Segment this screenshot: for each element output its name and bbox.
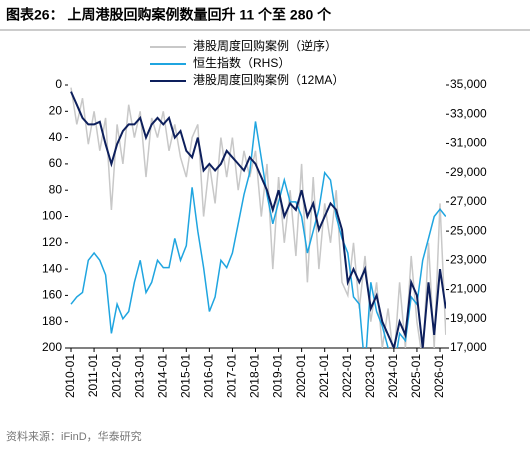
y-tick-label: 140: [42, 261, 62, 275]
y-tick-label: 20: [49, 103, 63, 117]
x-tick-label: 2024-01: [386, 354, 400, 398]
y-tick-label: 40: [49, 130, 63, 144]
chart-title: 图表26： 上周港股回购案例数量回升 11 个至 280 个: [6, 7, 332, 23]
x-tick-label: 2012-01: [109, 354, 123, 398]
y-tick-label: 120: [42, 235, 62, 249]
y2-tick-label: 29,000: [450, 165, 487, 179]
y-tick-label: 200: [42, 340, 62, 354]
x-tick-label: 2026-01: [432, 354, 446, 398]
x-tick-label: 2014-01: [155, 354, 169, 398]
legend-label: 恒生指数（RHS）: [193, 55, 290, 70]
y2-tick-label: 23,000: [450, 253, 487, 267]
x-tick-label: 2022-01: [340, 354, 354, 398]
y2-tick-label: 19,000: [450, 311, 487, 325]
y2-tick-label: 21,000: [450, 282, 487, 296]
y2-tick-label: 33,000: [450, 106, 487, 120]
legend-label: 港股周度回购案例（逆序）: [193, 38, 337, 53]
x-tick-label: 2023-01: [363, 354, 377, 398]
x-tick-label: 2015-01: [178, 354, 192, 398]
x-tick-label: 2019-01: [271, 354, 285, 398]
series-line: [70, 121, 446, 348]
y2-tick-label: 27,000: [450, 194, 487, 208]
legend-label: 港股周度回购案例（12MA）: [193, 72, 344, 87]
y-tick-label: 60: [49, 156, 63, 170]
x-tick-label: 2010-01: [63, 354, 77, 398]
y2-tick-label: 35,000: [450, 77, 487, 91]
x-tick-label: 2013-01: [132, 354, 146, 398]
x-tick-label: 2011-01: [86, 354, 100, 397]
x-tick-label: 2025-01: [409, 354, 423, 398]
y2-tick-label: 31,000: [450, 136, 487, 150]
x-tick-label: 2021-01: [317, 354, 331, 398]
y2-tick-label: 17,000: [450, 340, 487, 354]
y-tick-label: 160: [42, 288, 62, 302]
x-tick-label: 2020-01: [294, 354, 308, 398]
y-tick-label: 100: [42, 209, 62, 223]
x-tick-label: 2017-01: [225, 354, 239, 398]
series-line: [70, 87, 446, 348]
y-tick-label: 180: [42, 314, 62, 328]
source: 资料来源：iFinD，华泰研究: [6, 429, 142, 443]
x-tick-label: 2018-01: [248, 354, 262, 398]
y-tick-label: 80: [49, 182, 63, 196]
y-tick-label: 0: [55, 77, 62, 91]
series-line: [70, 91, 446, 348]
y2-tick-label: 25,000: [450, 223, 487, 237]
x-tick-label: 2016-01: [202, 354, 216, 398]
